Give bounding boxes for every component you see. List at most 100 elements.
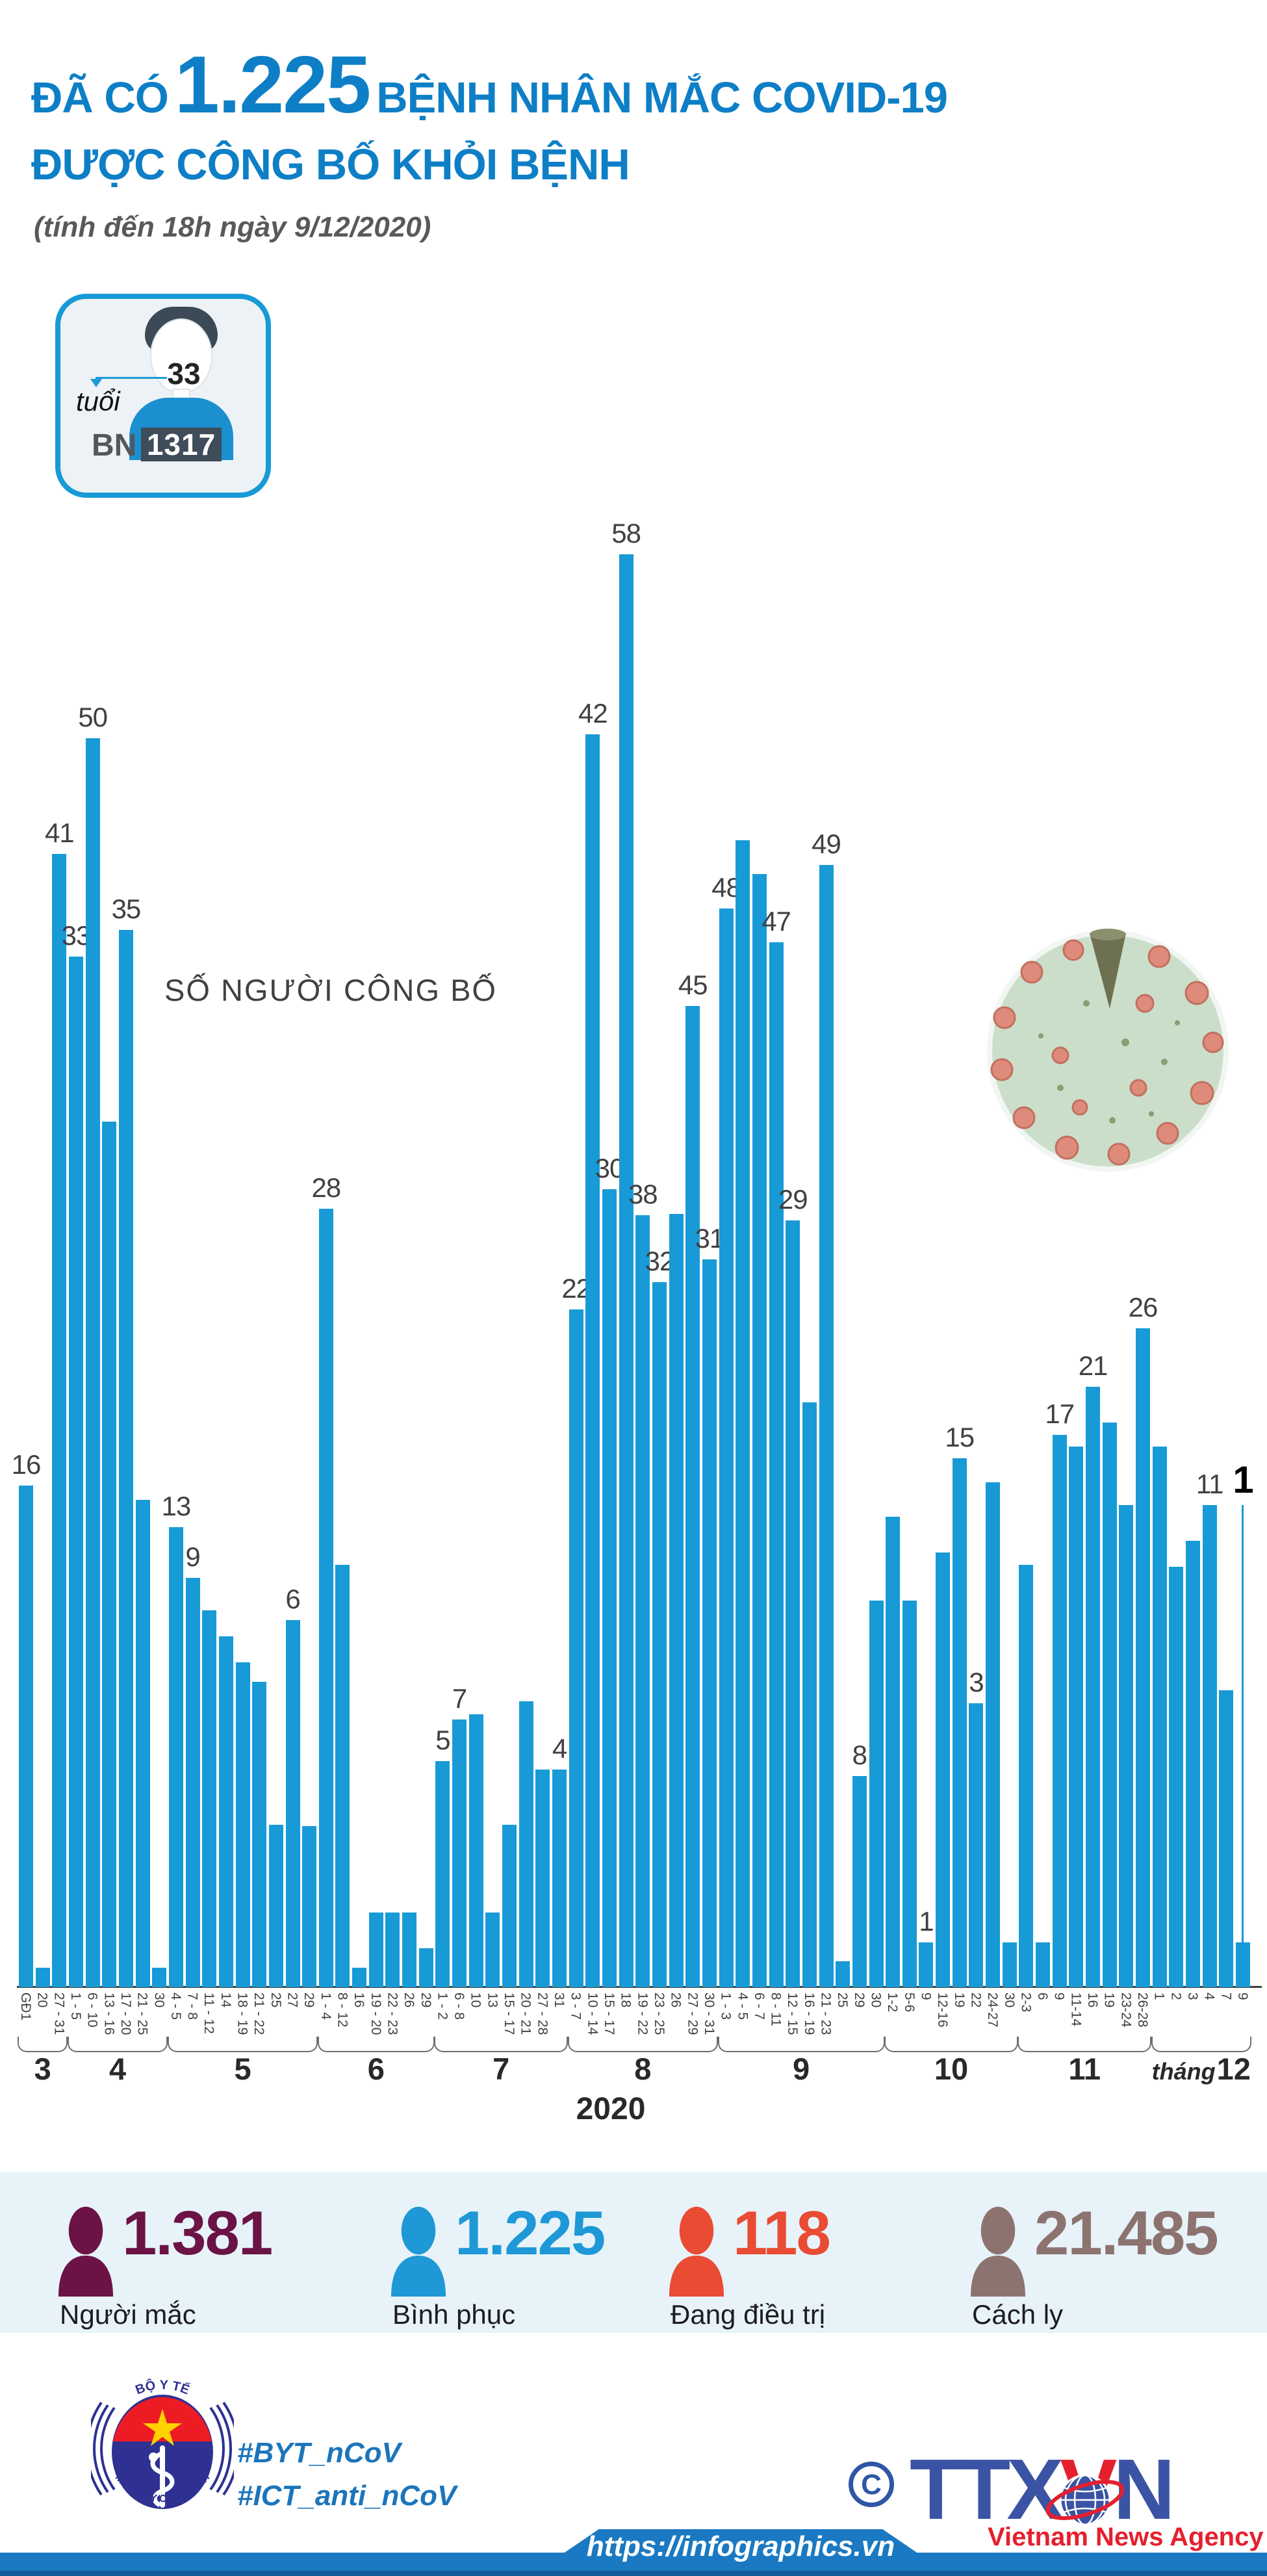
url-ribbon [559, 2529, 923, 2557]
x-axis-tick-label: 2-3 [1018, 1992, 1034, 2013]
x-axis-tick-label: 30 [1001, 1992, 1017, 2008]
bar-10-14 [585, 734, 600, 1987]
month-bracket-9 [717, 2037, 885, 2052]
ttxvn-ttx: TTX [910, 2441, 1064, 2537]
x-axis-tick-label: 3 - 7 [568, 1992, 583, 2020]
bar-16 [1086, 1387, 1101, 1987]
x-axis-tick-label: 14 [218, 1992, 233, 2008]
x-axis-tick-label: 4 - 5 [735, 1992, 750, 2020]
bar-value-label: 6 [285, 1584, 300, 1614]
x-axis-tick-label: 21 - 23 [818, 1992, 834, 2035]
bar-30 [152, 1968, 167, 1987]
month-bracket-6 [317, 2037, 435, 2052]
bar-11-12 [202, 1610, 217, 1987]
x-axis-tick-label: 1 [1151, 1992, 1167, 2000]
x-axis-tick-label: 17 - 20 [118, 1992, 133, 2035]
x-axis-tick-label: 11-14 [1068, 1992, 1084, 2027]
x-axis-tick-label: 9 [1051, 1992, 1067, 2000]
x-axis-tick-label: 20 - 21 [518, 1992, 533, 2035]
x-axis-tick-label: 16 [1085, 1992, 1101, 2008]
month-label-4: 4 [109, 2052, 127, 2086]
x-axis-tick-label: 5-6 [901, 1992, 917, 2013]
bar-13-16 [102, 1122, 117, 1987]
bar-value-label: 38 [628, 1179, 658, 1209]
month-label-7: 7 [493, 2052, 510, 2086]
bar-value-label: 45 [678, 970, 708, 1000]
x-axis-tick-label: 1-2 [885, 1992, 901, 2013]
bar-value-label: 35 [111, 894, 142, 924]
bar-20 [35, 1968, 50, 1987]
bar-18 [619, 554, 634, 1987]
month-bracket-10 [884, 2037, 1018, 2052]
month-bracket-7 [434, 2037, 569, 2052]
bar-6 [1036, 1942, 1051, 1987]
x-axis-tick-label: 27 - 28 [535, 1992, 550, 2035]
x-axis-tick-label: 27 - 29 [685, 1992, 700, 2035]
virus-shadow-cone [1090, 933, 1126, 1009]
bar-GĐ1 [19, 1486, 33, 1987]
x-axis-tick-label: 21 - 25 [134, 1992, 150, 2035]
bar-value-label: 5 [435, 1725, 450, 1755]
bar-value-label: 8 [852, 1740, 867, 1770]
bar-value-label: 58 [611, 518, 641, 548]
bar-12-15 [786, 1220, 800, 1987]
bar-22 [969, 1703, 984, 1987]
person-icon [971, 2206, 1025, 2297]
bar-29 [852, 1776, 867, 1987]
patient-number: 1317 [141, 428, 222, 461]
hashtag-ict: #ICT_anti_nCoV [237, 2480, 457, 2512]
bar-21-22 [252, 1682, 267, 1987]
bar-6-8 [452, 1719, 467, 1987]
infographics-url[interactable]: https://infographics.vn [586, 2531, 895, 2562]
bar-4-5 [168, 1527, 183, 1987]
x-axis-tick-label: 15 - 17 [601, 1992, 617, 2035]
bar-24-27 [986, 1482, 1001, 1987]
x-axis-tick-label: 11 - 12 [201, 1992, 217, 2034]
x-axis-tick-label: 26 [402, 1992, 417, 2008]
x-axis-tick-label: 29 [851, 1992, 867, 2008]
stat-label: Đang điều trị [671, 2299, 826, 2330]
month-bracket-3 [18, 2037, 68, 2052]
title-suffix: BỆNH NHÂN MẮC COVID-19 [376, 73, 948, 122]
x-axis-tick-label: GĐ1 [18, 1992, 33, 2021]
x-axis-tick-label: 12 - 15 [785, 1992, 800, 2035]
x-axis-tick-label: 22 - 23 [385, 1992, 400, 2035]
bar-19-20 [368, 1913, 383, 1987]
x-axis-tick-label: 10 - 14 [585, 1992, 600, 2035]
bar-13 [485, 1913, 500, 1987]
x-axis-tick-label: 27 - 31 [51, 1992, 67, 2035]
bar-31 [552, 1770, 567, 1987]
x-axis-tick-label: 23-24 [1118, 1992, 1134, 2028]
bar-2 [1169, 1567, 1184, 1987]
year-label: 2020 [576, 2092, 646, 2126]
x-axis-tick-label: 18 - 19 [235, 1992, 250, 2035]
bar-18-19 [235, 1662, 250, 1987]
stat-label: Người mắc [60, 2299, 196, 2330]
month-bracket-12 [1151, 2037, 1251, 2052]
age-pointer-line [96, 377, 167, 379]
coronavirus-image [987, 929, 1229, 1172]
bar-1-3 [719, 908, 734, 1987]
agency-subtitle: Vietnam News Agency [988, 2523, 1264, 2551]
moh-logo-top-text: BỘ Y TẾ [134, 2377, 192, 2397]
bar-value-label: 16 [11, 1449, 42, 1480]
copyright-icon: C [849, 2462, 894, 2507]
x-axis-tick-label: 26 [668, 1992, 684, 2008]
x-axis-tick-label: 8 - 11 [768, 1992, 784, 2027]
bar-29 [418, 1948, 433, 1987]
month-bracket-8 [567, 2037, 718, 2052]
month-label-3: 3 [34, 2052, 51, 2086]
x-axis-tick-label: 19 - 20 [368, 1992, 383, 2035]
patient-age: 33 [167, 357, 201, 391]
stat-label: Cách ly [972, 2299, 1064, 2330]
bar-value-label: 47 [761, 906, 791, 936]
x-axis-tick-label: 1 - 3 [718, 1992, 734, 2020]
month-bracket-4 [67, 2037, 168, 2052]
x-axis-tick-label: 8 - 12 [335, 1992, 350, 2028]
bar-15-17 [602, 1189, 617, 1987]
x-axis-tick-label: 13 [485, 1992, 500, 2008]
page-title-line1: ĐÃ CÓ1.225 BỆNH NHÂN MẮC COVID-19 [31, 39, 948, 131]
stat-value: 21.485 [1034, 2198, 1219, 2268]
